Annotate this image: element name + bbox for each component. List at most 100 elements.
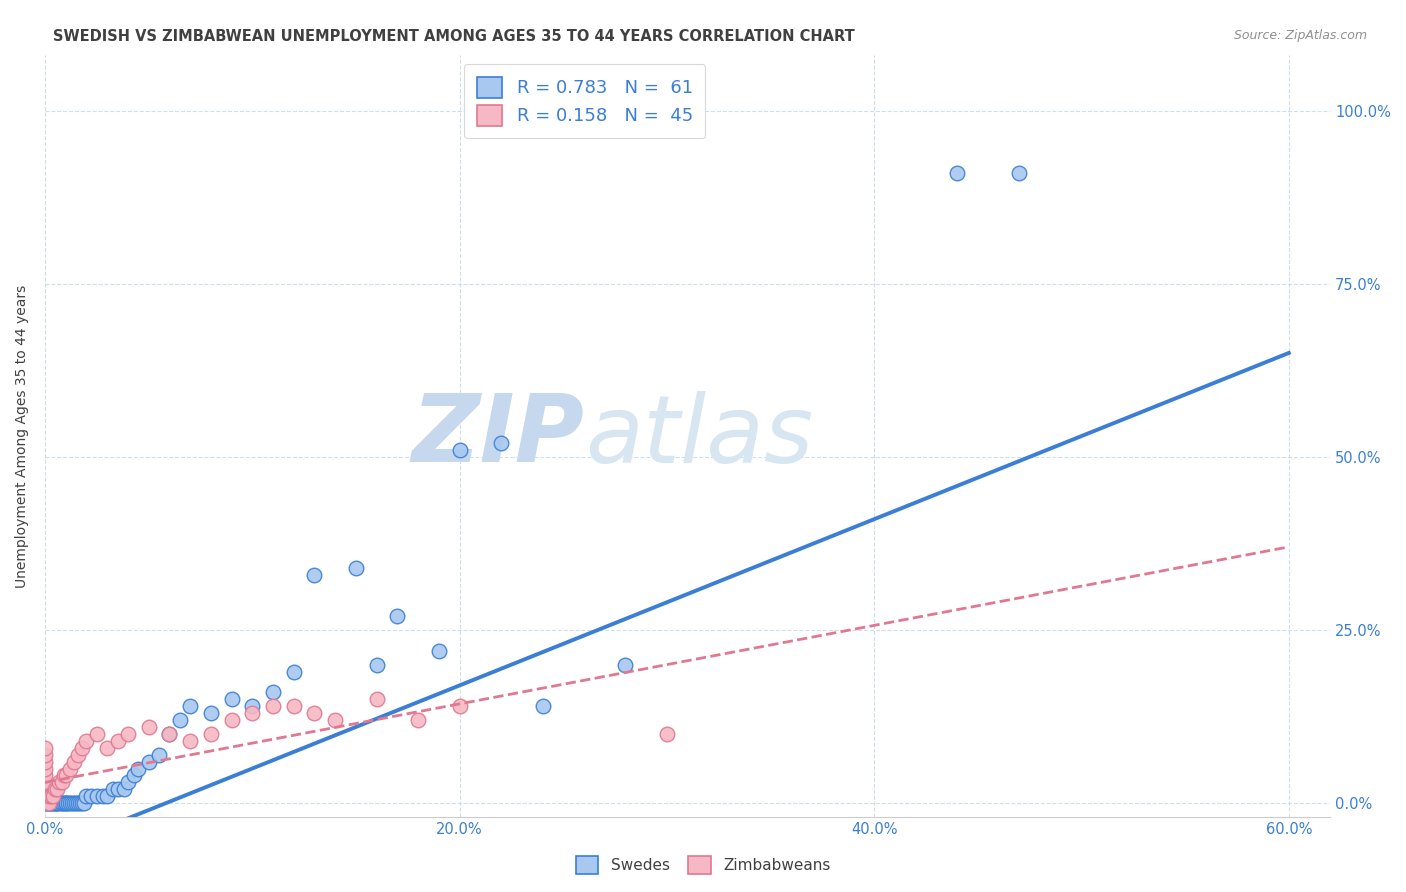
Point — [449, 442, 471, 457]
Point — [221, 692, 243, 706]
Point — [103, 782, 125, 797]
Point — [122, 768, 145, 782]
Point — [34, 747, 56, 762]
Point — [38, 796, 60, 810]
Point — [427, 644, 450, 658]
Point — [39, 796, 62, 810]
Point — [86, 789, 108, 804]
Point — [117, 727, 139, 741]
Point — [283, 699, 305, 714]
Point — [1008, 166, 1031, 180]
Point — [63, 796, 86, 810]
Point — [72, 740, 94, 755]
Text: atlas: atlas — [585, 391, 813, 482]
Point — [79, 789, 101, 804]
Y-axis label: Unemployment Among Ages 35 to 44 years: Unemployment Among Ages 35 to 44 years — [15, 285, 30, 588]
Point — [48, 796, 70, 810]
Point — [56, 796, 79, 810]
Point — [117, 775, 139, 789]
Point — [38, 789, 60, 804]
Point — [72, 796, 94, 810]
Point — [39, 796, 62, 810]
Point — [107, 734, 129, 748]
Point — [46, 796, 69, 810]
Point — [35, 796, 58, 810]
Point — [42, 796, 65, 810]
Point — [51, 796, 73, 810]
Point — [34, 768, 56, 782]
Point — [489, 436, 512, 450]
Point — [138, 720, 160, 734]
Point — [34, 796, 56, 810]
Point — [73, 796, 96, 810]
Point — [44, 796, 66, 810]
Point — [34, 782, 56, 797]
Point — [283, 665, 305, 679]
Point — [44, 782, 66, 797]
Point — [34, 796, 56, 810]
Point — [323, 713, 346, 727]
Point — [107, 782, 129, 797]
Point — [34, 796, 56, 810]
Point — [96, 740, 118, 755]
Point — [39, 789, 62, 804]
Point — [366, 692, 388, 706]
Point — [387, 609, 409, 624]
Point — [34, 775, 56, 789]
Point — [44, 796, 66, 810]
Point — [51, 796, 73, 810]
Point — [63, 755, 86, 769]
Point — [38, 796, 60, 810]
Point — [344, 560, 367, 574]
Point — [55, 796, 77, 810]
Point — [240, 706, 263, 720]
Point — [449, 699, 471, 714]
Point — [67, 747, 90, 762]
Point — [34, 796, 56, 810]
Point — [34, 796, 56, 810]
Point — [75, 734, 97, 748]
Point — [148, 747, 170, 762]
Text: Source: ZipAtlas.com: Source: ZipAtlas.com — [1233, 29, 1367, 43]
Point — [200, 706, 222, 720]
Point — [34, 740, 56, 755]
Point — [51, 775, 73, 789]
Point — [65, 796, 87, 810]
Point — [179, 734, 201, 748]
Point — [60, 796, 83, 810]
Legend: R = 0.783   N =  61, R = 0.158   N =  45: R = 0.783 N = 61, R = 0.158 N = 45 — [464, 64, 706, 138]
Point — [262, 699, 284, 714]
Point — [34, 762, 56, 776]
Point — [221, 713, 243, 727]
Text: ZIP: ZIP — [412, 390, 585, 482]
Point — [75, 789, 97, 804]
Point — [655, 727, 678, 741]
Point — [112, 782, 135, 797]
Point — [304, 706, 326, 720]
Point — [46, 782, 69, 797]
Point — [59, 796, 82, 810]
Point — [127, 762, 149, 776]
Point — [304, 567, 326, 582]
Point — [240, 699, 263, 714]
Point — [157, 727, 180, 741]
Point — [34, 789, 56, 804]
Point — [34, 755, 56, 769]
Point — [169, 713, 191, 727]
Point — [52, 796, 75, 810]
Point — [48, 775, 70, 789]
Point — [91, 789, 114, 804]
Point — [42, 789, 65, 804]
Point — [69, 796, 91, 810]
Point — [138, 755, 160, 769]
Point — [96, 789, 118, 804]
Point — [179, 699, 201, 714]
Point — [34, 796, 56, 810]
Point — [55, 796, 77, 810]
Point — [262, 685, 284, 699]
Point — [59, 762, 82, 776]
Point — [34, 796, 56, 810]
Point — [67, 796, 90, 810]
Point — [46, 796, 69, 810]
Point — [86, 727, 108, 741]
